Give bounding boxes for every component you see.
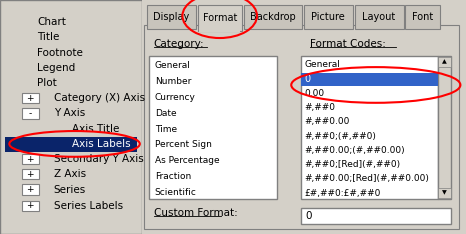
FancyBboxPatch shape (438, 188, 451, 198)
Text: Number: Number (155, 77, 191, 86)
Text: #,##0.00;[Red](#,##0.00): #,##0.00;[Red](#,##0.00) (304, 174, 429, 183)
FancyBboxPatch shape (22, 201, 39, 211)
Text: Display: Display (153, 12, 189, 22)
Text: 0.00: 0.00 (304, 89, 324, 98)
Text: 0: 0 (305, 211, 312, 221)
Text: Time: Time (155, 125, 177, 134)
Text: Axis Labels: Axis Labels (72, 139, 131, 149)
FancyBboxPatch shape (22, 169, 39, 179)
FancyBboxPatch shape (438, 57, 451, 67)
FancyBboxPatch shape (22, 184, 39, 195)
FancyBboxPatch shape (147, 5, 196, 29)
Text: +: + (27, 170, 34, 179)
Text: +: + (27, 155, 34, 164)
Text: Picture: Picture (311, 12, 345, 22)
Text: Format: Format (203, 13, 237, 23)
FancyBboxPatch shape (22, 108, 39, 119)
Text: £#,##0:£#,##0: £#,##0:£#,##0 (304, 189, 381, 198)
Text: General: General (304, 60, 340, 69)
Text: ▼: ▼ (442, 190, 447, 196)
FancyBboxPatch shape (355, 5, 404, 29)
Text: Y Axis: Y Axis (54, 109, 85, 118)
FancyBboxPatch shape (5, 137, 137, 152)
Text: Fraction: Fraction (155, 172, 191, 181)
Text: Format Codes:: Format Codes: (310, 40, 386, 49)
FancyBboxPatch shape (0, 0, 142, 234)
Text: +: + (27, 185, 34, 194)
Text: 0: 0 (304, 74, 310, 84)
FancyBboxPatch shape (198, 5, 242, 31)
FancyBboxPatch shape (22, 93, 39, 103)
Text: Footnote: Footnote (37, 48, 83, 58)
Text: Custom Format:: Custom Format: (154, 208, 238, 218)
Text: ▲: ▲ (442, 59, 447, 65)
FancyBboxPatch shape (244, 5, 302, 29)
Text: Secondary Y Axis: Secondary Y Axis (54, 154, 144, 164)
Text: Percent Sign: Percent Sign (155, 140, 212, 150)
Text: Category (X) Axis: Category (X) Axis (54, 93, 145, 103)
Text: #,##0: #,##0 (304, 103, 336, 112)
Text: Currency: Currency (155, 93, 196, 102)
FancyBboxPatch shape (149, 56, 277, 199)
Text: Plot: Plot (37, 78, 57, 88)
Text: Category:: Category: (154, 40, 205, 49)
Text: Layout: Layout (363, 12, 396, 22)
Text: #,##0.00: #,##0.00 (304, 117, 350, 126)
FancyBboxPatch shape (405, 5, 440, 29)
Text: #,##0;(#,##0): #,##0;(#,##0) (304, 132, 376, 141)
Text: Title: Title (37, 33, 60, 42)
Text: Date: Date (155, 109, 176, 118)
Text: +: + (27, 201, 34, 210)
FancyBboxPatch shape (142, 0, 466, 234)
Text: -: - (29, 109, 32, 118)
Text: +: + (27, 94, 34, 103)
Text: Series Labels: Series Labels (54, 201, 123, 211)
FancyBboxPatch shape (301, 56, 438, 199)
Text: General: General (155, 61, 191, 70)
Text: #,##0.00;(#,##0.00): #,##0.00;(#,##0.00) (304, 146, 405, 155)
FancyBboxPatch shape (144, 25, 459, 229)
Text: Chart: Chart (37, 17, 66, 27)
Text: Axis Title: Axis Title (72, 124, 120, 134)
Text: Font: Font (412, 12, 433, 22)
FancyBboxPatch shape (438, 56, 451, 199)
FancyBboxPatch shape (199, 28, 240, 32)
Text: Legend: Legend (37, 63, 75, 73)
Text: Series: Series (54, 185, 86, 194)
Text: Z Axis: Z Axis (54, 169, 86, 179)
Text: Scientific: Scientific (155, 188, 197, 197)
FancyBboxPatch shape (22, 154, 39, 164)
Text: Backdrop: Backdrop (250, 12, 296, 22)
Text: #,##0;[Red](#,##0): #,##0;[Red](#,##0) (304, 160, 400, 169)
Text: As Percentage: As Percentage (155, 156, 219, 165)
FancyBboxPatch shape (304, 5, 353, 29)
FancyBboxPatch shape (301, 208, 451, 224)
FancyBboxPatch shape (301, 73, 438, 86)
